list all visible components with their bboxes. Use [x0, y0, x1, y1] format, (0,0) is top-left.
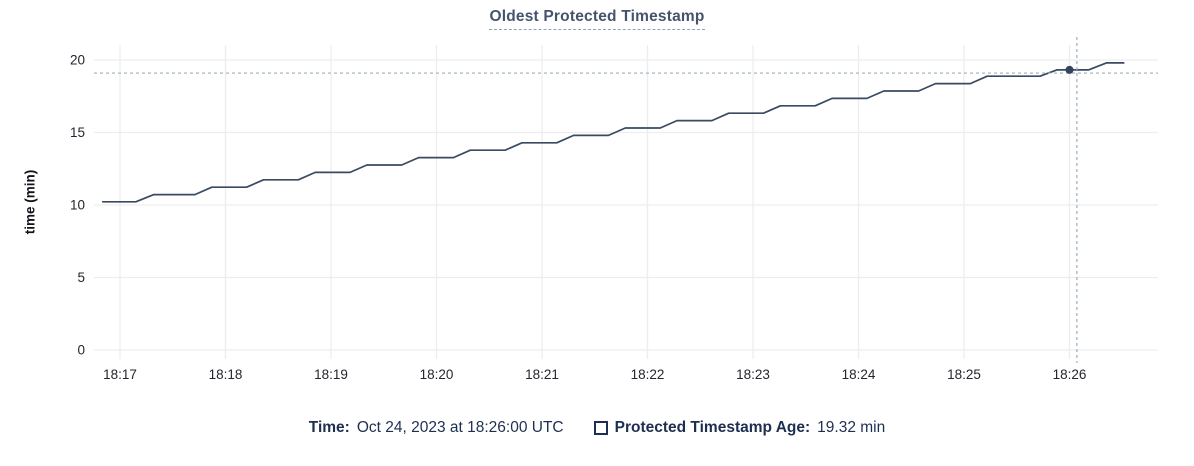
x-tick-label: 18:25: [947, 367, 981, 382]
series-value: 19.32 min: [817, 419, 886, 436]
x-tick-label: 18:22: [631, 367, 665, 382]
hover-dot: [1065, 65, 1074, 74]
series-label: Protected Timestamp Age:: [614, 419, 811, 436]
x-tick-label: 18:21: [525, 367, 559, 382]
y-tick-label: 5: [77, 270, 85, 285]
y-axis-label: time (min): [22, 169, 38, 235]
y-tick-label: 10: [70, 198, 85, 213]
x-tick-label: 18:26: [1053, 367, 1087, 382]
time-value: Oct 24, 2023 at 18:26:00 UTC: [356, 419, 564, 436]
y-tick-label: 20: [70, 53, 85, 68]
chart-header: Oldest Protected Timestamp: [0, 8, 1194, 30]
chart-title[interactable]: Oldest Protected Timestamp: [489, 8, 705, 30]
x-tick-label: 18:17: [103, 367, 137, 382]
series-line: [102, 62, 1125, 203]
chart-canvas[interactable]: 0 5 10 15 20 18:17 18:18 18:19 18:20 18:21 18:22 18…: [0, 0, 1194, 400]
time-label: Time:: [308, 419, 350, 436]
y-tick-label: 15: [70, 125, 85, 140]
x-tick-label: 18:20: [420, 367, 454, 382]
series-toggle-checkbox[interactable]: [593, 421, 608, 435]
x-tick-label: 18:18: [209, 367, 243, 382]
x-tick-label: 18:24: [842, 367, 876, 382]
x-tick-label: 18:19: [314, 367, 348, 382]
series-legend-item: Protected Timestamp Age: 19.32 min: [593, 419, 886, 437]
chart-hover-legend: Time: Oct 24, 2023 at 18:26:00 UTC Prote…: [0, 419, 1194, 437]
x-tick-label: 18:23: [736, 367, 770, 382]
y-tick-label: 0: [77, 343, 85, 358]
